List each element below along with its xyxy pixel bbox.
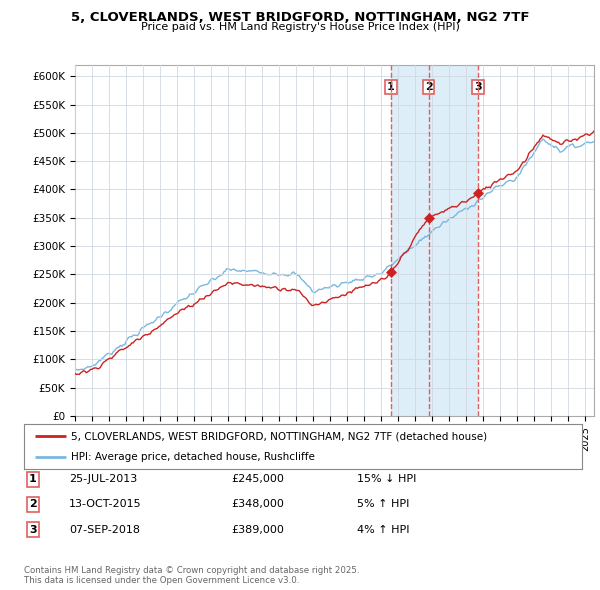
Text: 5, CLOVERLANDS, WEST BRIDGFORD, NOTTINGHAM, NG2 7TF: 5, CLOVERLANDS, WEST BRIDGFORD, NOTTINGH… [71, 11, 529, 24]
Text: 07-SEP-2018: 07-SEP-2018 [69, 525, 140, 535]
Text: 4% ↑ HPI: 4% ↑ HPI [357, 525, 409, 535]
Text: 5% ↑ HPI: 5% ↑ HPI [357, 500, 409, 509]
Text: 13-OCT-2015: 13-OCT-2015 [69, 500, 142, 509]
Text: 15% ↓ HPI: 15% ↓ HPI [357, 474, 416, 484]
Bar [391, 65, 478, 416]
Text: 1: 1 [29, 474, 37, 484]
Text: 2: 2 [425, 82, 433, 92]
Text: £245,000: £245,000 [231, 474, 284, 484]
Text: £389,000: £389,000 [231, 525, 284, 535]
Text: 3: 3 [29, 525, 37, 535]
Text: 1: 1 [387, 82, 395, 92]
Text: 2: 2 [29, 500, 37, 509]
Text: 3: 3 [475, 82, 482, 92]
Text: £348,000: £348,000 [231, 500, 284, 509]
Text: Price paid vs. HM Land Registry's House Price Index (HPI): Price paid vs. HM Land Registry's House … [140, 22, 460, 32]
Text: Contains HM Land Registry data © Crown copyright and database right 2025.
This d: Contains HM Land Registry data © Crown c… [24, 566, 359, 585]
Text: 5, CLOVERLANDS, WEST BRIDGFORD, NOTTINGHAM, NG2 7TF (detached house): 5, CLOVERLANDS, WEST BRIDGFORD, NOTTINGH… [71, 431, 488, 441]
Text: 25-JUL-2013: 25-JUL-2013 [69, 474, 137, 484]
Text: HPI: Average price, detached house, Rushcliffe: HPI: Average price, detached house, Rush… [71, 452, 316, 462]
